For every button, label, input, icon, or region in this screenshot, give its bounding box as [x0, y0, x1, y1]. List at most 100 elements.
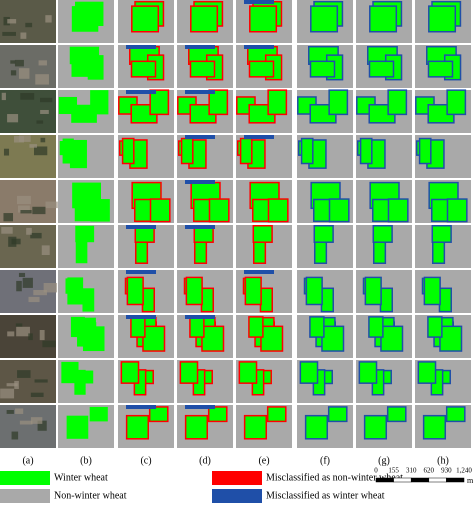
photo-detail	[1, 92, 6, 101]
wheat-field	[267, 198, 289, 223]
photo-detail	[18, 68, 30, 79]
photo-detail	[36, 120, 44, 124]
wheat-field	[359, 137, 373, 165]
photo-detail	[29, 144, 37, 148]
wheat-field	[70, 316, 85, 338]
photo-detail	[11, 431, 19, 440]
wheat-field	[368, 316, 384, 338]
wheat-field	[243, 414, 268, 440]
wheat-field	[69, 139, 87, 169]
wheat-field	[299, 361, 319, 384]
wheat-field	[259, 287, 273, 313]
wheat-field	[372, 225, 393, 243]
column-label: (f)	[320, 455, 330, 466]
wheat-field	[438, 287, 452, 313]
column-label: (e)	[258, 455, 269, 466]
wheat-field	[321, 325, 345, 352]
wheat-field	[446, 89, 467, 116]
wheat-field	[309, 316, 325, 338]
wheat-field	[244, 276, 262, 306]
photo-detail	[16, 326, 30, 337]
photo-detail	[15, 408, 24, 414]
wheat-field	[184, 414, 209, 440]
blue-error	[126, 90, 156, 94]
photo-detail	[34, 379, 48, 383]
blue-error	[244, 0, 274, 4]
wheat-field	[309, 60, 336, 78]
wheat-field	[66, 415, 89, 439]
wheat-field	[358, 361, 378, 384]
wheat-field	[142, 325, 166, 352]
wheat-field	[387, 198, 409, 223]
wheat-field	[300, 137, 314, 165]
photo-detail	[28, 333, 33, 341]
wheat-field	[328, 198, 350, 223]
wheat-field	[208, 89, 229, 116]
photo-detail	[40, 109, 49, 114]
photo-detail	[19, 135, 31, 142]
wheat-field	[130, 316, 146, 338]
wheat-field	[313, 225, 334, 243]
photo-detail	[26, 227, 32, 235]
wheat-field	[387, 89, 408, 116]
photo-detail	[6, 410, 14, 414]
wheat-field	[190, 5, 219, 33]
photo-detail	[17, 370, 31, 378]
blue-error	[185, 225, 215, 229]
wheat-field	[189, 60, 216, 78]
wheat-field	[369, 5, 398, 33]
wheat-field	[260, 325, 284, 352]
wheat-field	[89, 406, 108, 422]
wheat-field	[445, 406, 466, 423]
photo-detail	[2, 31, 17, 36]
photo-detail	[19, 420, 33, 425]
wheat-field	[379, 287, 393, 313]
wheat-field	[320, 287, 334, 313]
wheat-field	[423, 276, 441, 306]
wheat-field	[267, 89, 288, 116]
photo-detail	[35, 74, 49, 85]
legend-label: Non-winter wheat	[54, 490, 127, 501]
scale-label: 620	[424, 467, 435, 475]
blue-error	[126, 225, 156, 229]
legend-label: Misclassified as winter wheat	[266, 490, 385, 501]
photo-detail	[38, 60, 47, 66]
legend-swatch	[212, 489, 262, 503]
photo-detail	[7, 114, 19, 123]
column-label: (a)	[22, 455, 33, 466]
photo-detail	[3, 16, 10, 26]
scale-label: 1,240	[456, 467, 472, 475]
photo-detail	[18, 205, 30, 213]
legend-swatch	[0, 489, 50, 503]
scale-label: 0	[374, 467, 378, 475]
wheat-field	[439, 325, 463, 352]
photo-detail	[37, 420, 47, 431]
wheat-field	[248, 316, 264, 338]
photo-detail	[3, 148, 10, 156]
scale-label: 155	[388, 467, 399, 475]
photo-detail	[28, 296, 40, 303]
wheat-field	[428, 5, 457, 33]
wheat-field	[363, 414, 388, 440]
photo-detail	[30, 417, 43, 424]
wheat-field	[131, 5, 160, 33]
blue-error	[185, 405, 215, 409]
photo-detail	[22, 277, 33, 288]
wheat-field	[364, 276, 382, 306]
wheat-field	[446, 198, 468, 223]
legend: Winter wheat Non-winter wheat Misclassif…	[0, 471, 403, 503]
wheat-field	[130, 60, 157, 78]
photo-detail	[39, 330, 45, 341]
wheat-field	[74, 369, 86, 395]
image-grid	[0, 0, 471, 448]
wheat-field	[61, 361, 79, 384]
scale-segment	[375, 477, 394, 483]
blue-error	[185, 315, 215, 319]
photo-detail	[3, 213, 14, 222]
photo-detail	[45, 201, 58, 209]
photo-detail	[14, 59, 24, 67]
scale-segment	[446, 477, 465, 483]
wheat-field	[120, 361, 140, 384]
wheat-field	[328, 89, 349, 116]
